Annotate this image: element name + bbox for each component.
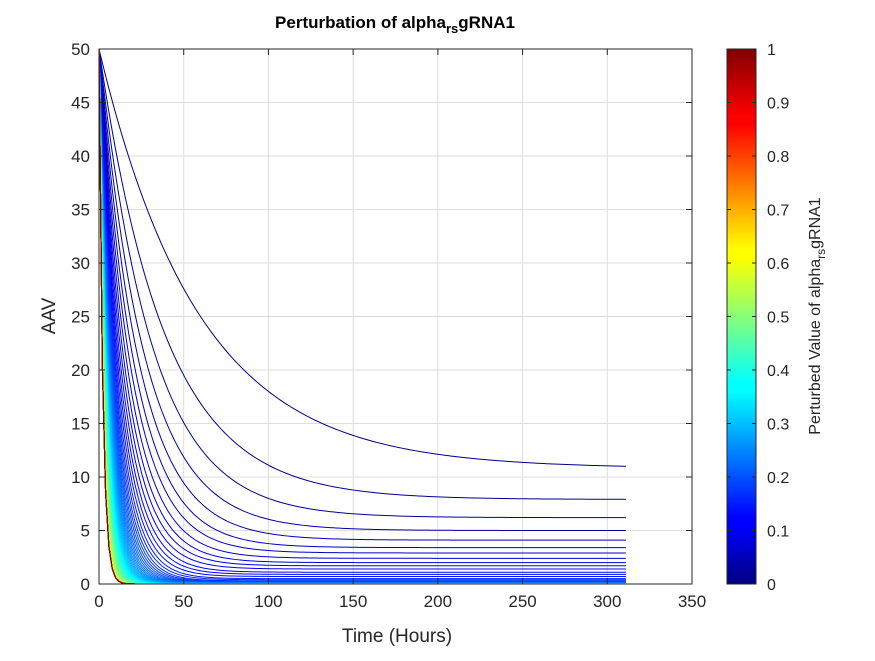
series-line: [99, 49, 626, 549]
y-tick-label: 25: [71, 308, 90, 327]
y-tick-label: 0: [81, 575, 90, 594]
series-line: [99, 49, 626, 581]
x-tick-label: 100: [254, 592, 282, 611]
colorbar-tick-label: 0.1: [767, 524, 789, 541]
colorbar-tick-label: 0.8: [767, 149, 789, 166]
series-line: [99, 49, 626, 541]
series-line: [99, 49, 626, 578]
series-line: [99, 49, 626, 554]
y-tick-label: 30: [71, 254, 90, 273]
series-line: [99, 49, 626, 564]
series-line: [99, 49, 626, 575]
y-tick-label: 10: [71, 468, 90, 487]
series-line: [99, 49, 626, 567]
x-tick-label: 300: [593, 592, 621, 611]
series-line: [99, 49, 626, 570]
series-line: [99, 49, 626, 467]
colorbar-tick-label: 0.3: [767, 417, 789, 434]
y-tick-label: 40: [71, 147, 90, 166]
colorbar-tick-label: 0.4: [767, 363, 789, 380]
x-tick-label: 250: [508, 592, 536, 611]
colorbar-tick-label: 0.6: [767, 256, 789, 273]
y-axis-label: AAV: [39, 297, 60, 334]
y-tick-label: 45: [71, 94, 90, 113]
y-tick-label: 15: [71, 415, 90, 434]
x-tick-label: 150: [339, 592, 367, 611]
colorbar-tick-label: 0: [767, 577, 776, 594]
series-line: [99, 49, 626, 519]
colorbar-tick-label: 0.7: [767, 203, 789, 220]
colorbar-tick-label: 0.5: [767, 310, 789, 327]
x-tick-label: 50: [174, 592, 193, 611]
x-tick-label: 350: [678, 592, 706, 611]
colorbar-tick-label: 0.9: [767, 96, 789, 113]
y-tick-label: 20: [71, 361, 90, 380]
chart-title: Perturbation of alpharsgRNA1: [275, 13, 515, 36]
series-line: [99, 49, 626, 573]
colorbar: [726, 48, 757, 585]
colorbar-label: Perturbed Value of alpharsgRNA1: [807, 197, 828, 435]
x-tick-label: 0: [94, 592, 103, 611]
y-tick-label: 50: [71, 40, 90, 59]
axis-ticks: 0 50 100 150 200 250 300 350 0 5 10 15 20 25 30 35 40 45 5…: [71, 40, 706, 611]
x-tick-label: 200: [424, 592, 452, 611]
series-line: [99, 49, 626, 500]
series-line: [99, 49, 626, 531]
y-tick-label: 35: [71, 201, 90, 220]
x-axis-label: Time (Hours): [342, 626, 452, 647]
series-line: [99, 49, 626, 559]
colorbar-ticks: 0 0.1 0.2 0.3 0.4 0.5 0.6 0.7 0.8 0.9 1: [727, 42, 789, 594]
y-tick-label: 5: [81, 522, 90, 541]
colorbar-tick-label: 1: [767, 42, 776, 59]
colorbar-tick-label: 0.2: [767, 470, 789, 487]
series-line: [99, 49, 626, 580]
